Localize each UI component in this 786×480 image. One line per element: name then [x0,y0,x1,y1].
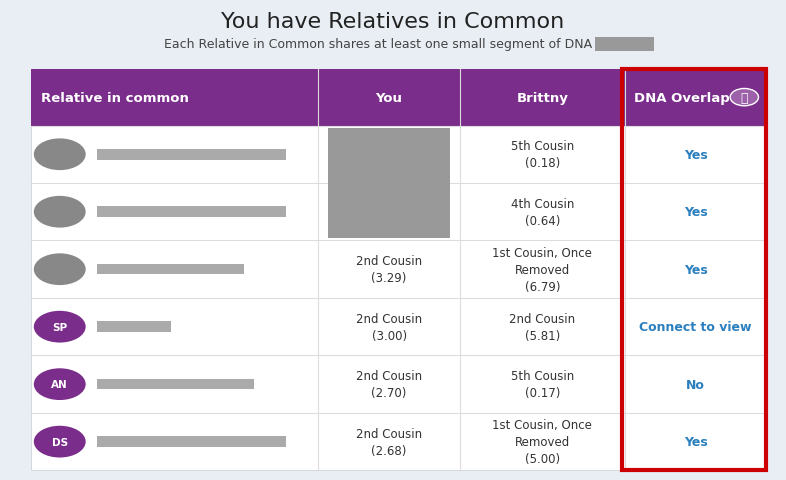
Text: 4th Cousin
(0.64): 4th Cousin (0.64) [511,197,574,227]
Text: 2nd Cousin
(3.00): 2nd Cousin (3.00) [356,312,422,342]
Text: DS: DS [52,437,68,447]
Text: Yes: Yes [684,435,707,448]
Circle shape [34,311,86,343]
Circle shape [34,426,86,457]
Text: 2nd Cousin
(2.70): 2nd Cousin (2.70) [356,370,422,399]
Text: You have Relatives in Common: You have Relatives in Common [222,12,564,32]
Text: DNA Overlap: DNA Overlap [634,91,729,105]
Text: 2nd Cousin
(2.68): 2nd Cousin (2.68) [356,427,422,456]
FancyBboxPatch shape [31,70,766,126]
FancyBboxPatch shape [595,37,654,52]
Circle shape [730,89,758,107]
Circle shape [34,254,86,286]
Text: Yes: Yes [684,263,707,276]
Text: Connect to view: Connect to view [639,321,752,334]
Circle shape [34,369,86,400]
Circle shape [34,196,86,228]
Text: SP: SP [52,322,68,332]
Text: 2nd Cousin
(5.81): 2nd Cousin (5.81) [509,312,575,342]
FancyBboxPatch shape [97,436,285,447]
Circle shape [34,139,86,171]
FancyBboxPatch shape [97,150,285,160]
FancyBboxPatch shape [97,264,244,275]
Text: 5th Cousin
(0.17): 5th Cousin (0.17) [511,370,574,399]
Text: No: No [686,378,705,391]
Text: Brittny: Brittny [516,91,568,105]
Text: You: You [376,91,402,105]
FancyBboxPatch shape [328,129,450,238]
Text: 2nd Cousin
(3.29): 2nd Cousin (3.29) [356,255,422,285]
Text: Relative in common: Relative in common [41,91,189,105]
FancyBboxPatch shape [97,322,171,332]
FancyBboxPatch shape [97,207,285,217]
Text: AN: AN [51,379,68,389]
FancyBboxPatch shape [31,70,766,470]
FancyBboxPatch shape [97,379,255,390]
Text: ⓘ: ⓘ [740,91,748,105]
Text: Yes: Yes [684,206,707,219]
Text: 5th Cousin
(0.18): 5th Cousin (0.18) [511,140,574,170]
Text: 1st Cousin, Once
Removed
(5.00): 1st Cousin, Once Removed (5.00) [492,418,593,465]
Text: Yes: Yes [684,148,707,161]
Text: Each Relative in Common shares at least one small segment of DNA with: Each Relative in Common shares at least … [163,37,623,51]
Text: 1st Cousin, Once
Removed
(6.79): 1st Cousin, Once Removed (6.79) [492,246,593,293]
